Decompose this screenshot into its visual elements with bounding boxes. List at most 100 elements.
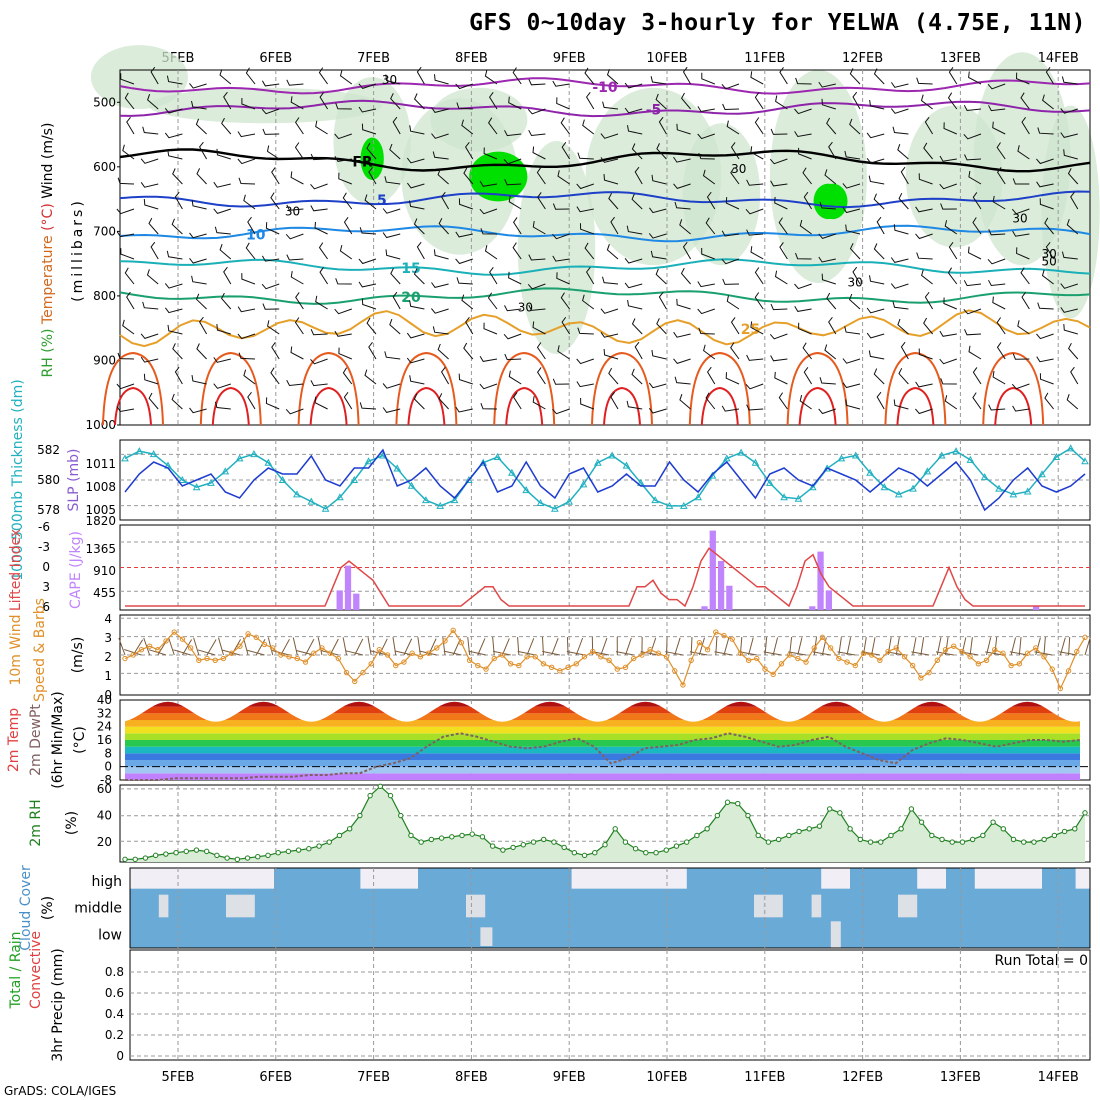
wind-barb	[310, 380, 328, 387]
wind-barb-10m	[173, 649, 191, 656]
cape-tick: 910	[93, 564, 116, 578]
wind-barb	[655, 268, 667, 285]
wind-barb	[631, 193, 643, 210]
cloud-low-gap	[480, 927, 493, 946]
wind-barb	[270, 192, 280, 210]
rh-point	[878, 839, 884, 845]
isotherm-label: -10	[592, 80, 618, 96]
wind-barb	[409, 300, 425, 310]
rh-point	[724, 799, 731, 805]
wind-barb	[606, 69, 619, 85]
cape-bar	[817, 551, 824, 610]
wind-barb	[750, 246, 764, 260]
wind-barb-10m	[255, 639, 266, 656]
wind-barb	[334, 156, 352, 162]
wind-barb	[876, 216, 885, 235]
wind-barb	[361, 298, 377, 310]
wind-speed-point	[1000, 650, 1006, 656]
thickness-point	[909, 484, 917, 492]
rh-point	[449, 834, 455, 840]
rh-point	[377, 783, 384, 790]
cape-bar	[1032, 606, 1040, 610]
rh-point	[1082, 810, 1088, 816]
precip-total-ylabel: Total / Rain	[8, 931, 24, 1009]
wind-barb-10m	[345, 650, 364, 656]
wind-speed-tick: 3	[104, 631, 112, 645]
date-label-bottom: 10FEB	[646, 1070, 687, 1085]
wind-barb	[406, 357, 425, 364]
wind-barb	[479, 356, 498, 362]
pressure-tick: 900	[93, 353, 116, 367]
wind-barb-10m	[143, 637, 151, 656]
rh-point	[745, 812, 751, 819]
isotherm-30-arc	[297, 351, 360, 426]
wind-barb	[120, 73, 135, 85]
wind-barb	[680, 92, 691, 110]
rh-point	[775, 836, 782, 843]
wind-barb-10m	[477, 638, 486, 656]
wind-barb	[536, 367, 546, 385]
wind-barb	[634, 341, 643, 360]
isotherm-line	[119, 287, 1091, 305]
wind-speed-point	[639, 652, 645, 658]
wind-barb	[698, 327, 715, 335]
rh-area	[517, 141, 596, 354]
wind-barb-10m	[542, 650, 560, 656]
wind-barb	[849, 68, 861, 85]
temp-band	[125, 701, 1080, 707]
wind-barb	[480, 403, 498, 410]
rh-contour-label: 30	[848, 276, 863, 290]
thickness-point	[866, 468, 874, 476]
wind-barb	[1020, 92, 1030, 110]
wind-barb	[819, 201, 836, 210]
wind-barb	[480, 228, 498, 235]
wind-barb-10m	[467, 637, 471, 656]
wind-barb	[385, 74, 401, 85]
wind-barb	[779, 67, 788, 85]
wind-speed-point	[778, 661, 785, 667]
rh-shading	[90, 45, 1100, 354]
wind-barb	[124, 92, 135, 110]
wind-barb	[1044, 392, 1054, 410]
wind-barb	[842, 207, 861, 214]
wind-barb-10m	[280, 638, 290, 656]
rh-point	[510, 844, 516, 851]
wind-barb	[382, 232, 401, 239]
wind-barb	[508, 96, 522, 110]
wind-barb	[721, 405, 740, 412]
wind-barb-10m	[305, 638, 315, 656]
rh-point	[826, 806, 833, 812]
rh-point	[694, 832, 700, 839]
wind-barb	[682, 66, 692, 85]
wind-barb	[897, 144, 909, 160]
wind-barb	[674, 376, 691, 385]
wind-barb	[120, 248, 135, 260]
wind-barb-10m	[392, 637, 397, 656]
rh-point	[204, 848, 210, 855]
wind-speed-tick: 2	[104, 650, 112, 664]
wind-barb-10m	[541, 636, 544, 656]
wind-barb	[290, 271, 304, 285]
temp-band	[125, 720, 1080, 727]
wind-barb	[992, 121, 1006, 135]
wind-barb	[873, 193, 885, 210]
wind-barb	[996, 342, 1006, 360]
wind-barb-10m	[723, 637, 730, 656]
wind-barb	[213, 383, 231, 389]
rh-point	[1061, 828, 1068, 835]
wind-speed-point	[343, 669, 350, 676]
wind-speed-point	[122, 655, 128, 662]
rh-point	[561, 844, 567, 851]
wind-barb	[556, 272, 570, 285]
wind-barb	[987, 83, 1006, 90]
rh-tick: 60	[97, 782, 112, 796]
temp-ylabel: 2m Temp	[6, 708, 22, 772]
wind-barb	[334, 308, 352, 315]
date-label-top: 11FEB	[744, 51, 785, 66]
wind-barb-10m	[689, 651, 708, 656]
wind-barb	[799, 219, 812, 235]
wind-speed-point	[269, 645, 276, 651]
temp-tick: 40	[97, 693, 112, 707]
isotherm-30-arc	[102, 351, 164, 426]
run-total-label: Run Total = 0	[994, 953, 1088, 969]
